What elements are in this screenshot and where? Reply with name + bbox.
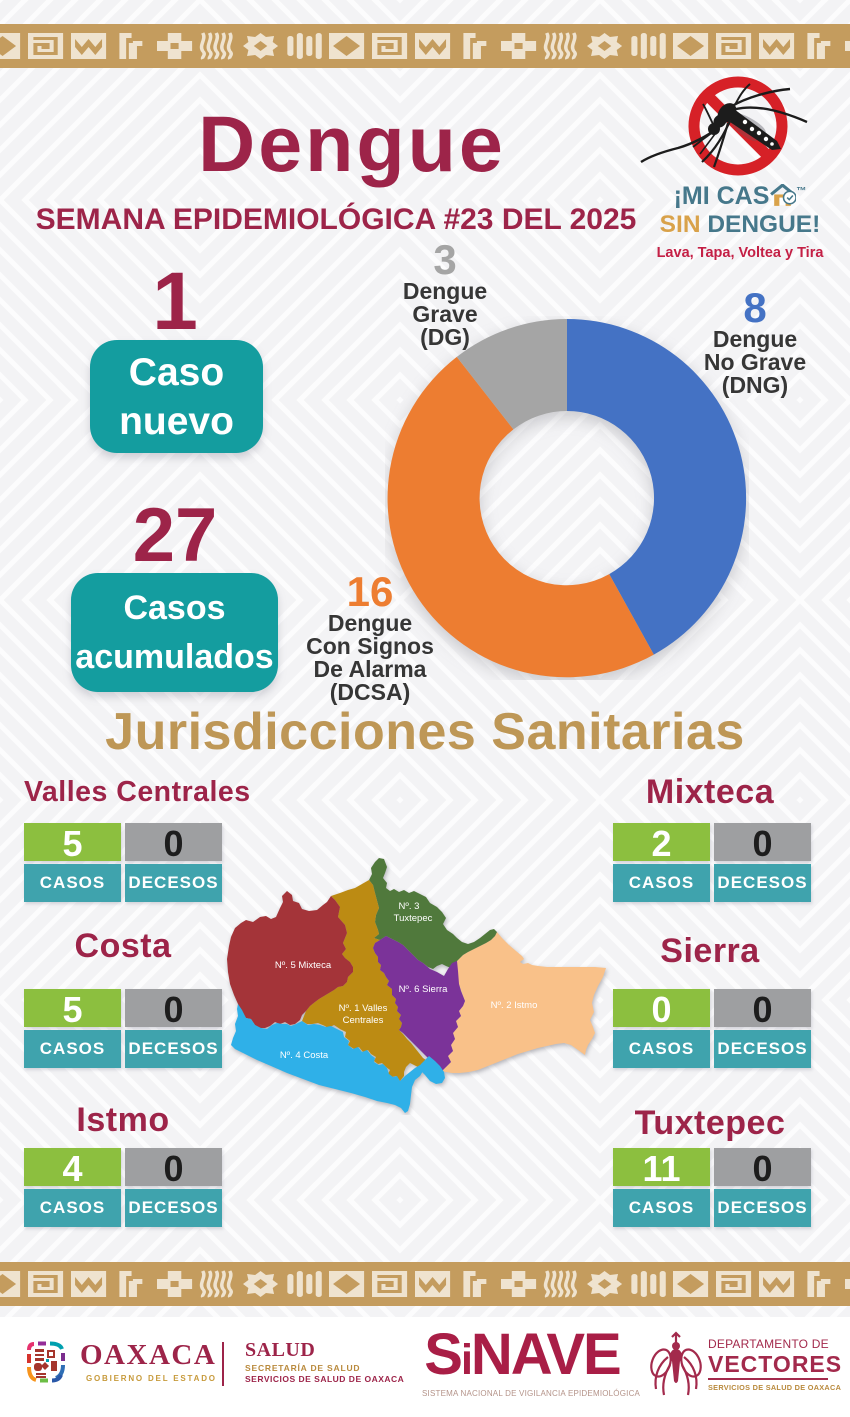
svg-text:Nº. 2 Istmo: Nº. 2 Istmo <box>491 1000 538 1011</box>
svg-text:Nº. 6 Sierra: Nº. 6 Sierra <box>399 984 449 995</box>
svg-text:Nº. 1 Valles: Nº. 1 Valles <box>339 1003 388 1014</box>
svg-text:Tuxtepec: Tuxtepec <box>394 913 433 924</box>
svg-text:Nº. 5 Mixteca: Nº. 5 Mixteca <box>275 960 332 971</box>
svg-text:Nº. 3: Nº. 3 <box>399 901 420 912</box>
svg-text:Centrales: Centrales <box>343 1015 384 1026</box>
svg-text:Nº. 4 Costa: Nº. 4 Costa <box>280 1050 329 1061</box>
